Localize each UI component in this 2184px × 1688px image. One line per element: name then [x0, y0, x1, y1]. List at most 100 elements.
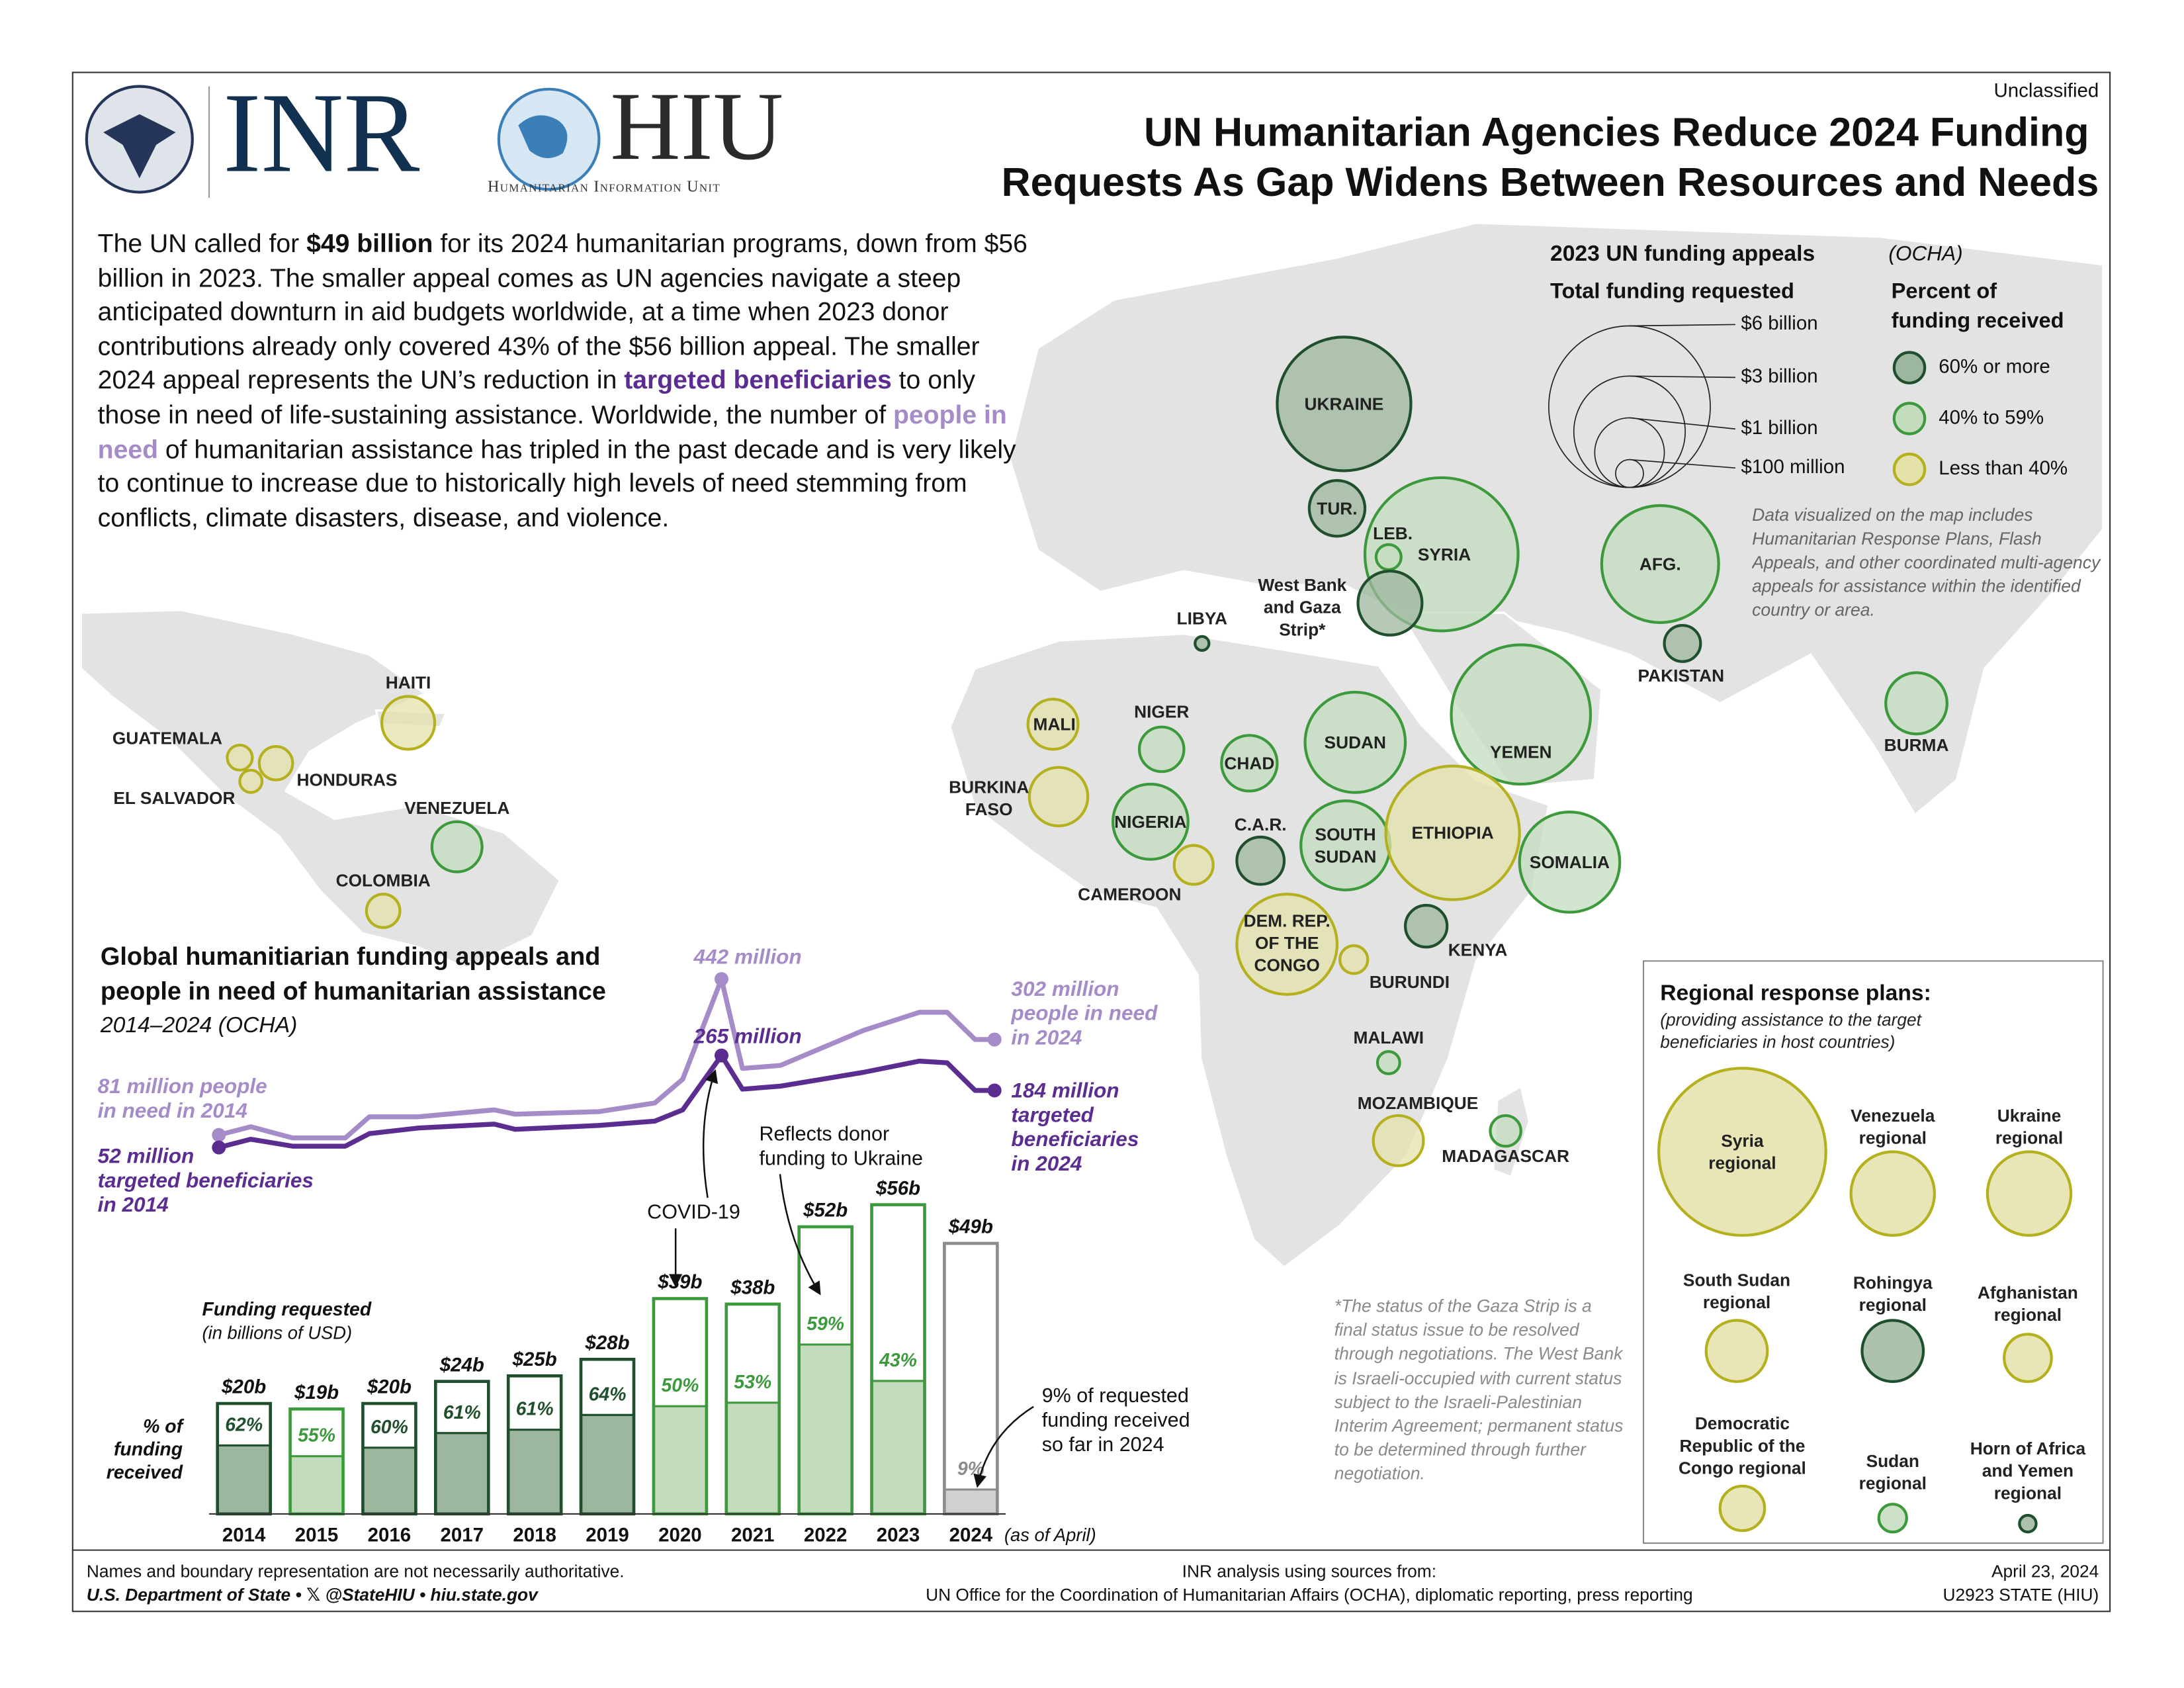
label: BURUNDI	[1370, 972, 1450, 992]
country-bubble	[430, 820, 484, 873]
globe	[497, 87, 601, 191]
bar-percent-label: 62%	[225, 1414, 263, 1435]
country-bubble	[1518, 810, 1622, 914]
label: Reflects donor	[759, 1122, 889, 1145]
bar-value-label: $56b	[875, 1177, 920, 1199]
footer-center: INR analysis using sources from:	[1182, 1561, 1436, 1581]
label: SOMALIA	[1530, 852, 1610, 872]
label: C.A.R.	[1235, 815, 1287, 834]
footer-left: Names and boundary representation are no…	[87, 1561, 625, 1581]
regional-bubble	[1849, 1150, 1936, 1237]
country-bubble	[1384, 764, 1521, 901]
label: AFG.	[1639, 554, 1681, 574]
label: Sudan	[1866, 1451, 1919, 1471]
label: 302 million	[1011, 977, 1119, 1000]
label: 52 million	[98, 1143, 195, 1167]
label: Global humanitiarian funding appeals and	[101, 943, 600, 971]
intro-segment: of humanitarian assistance has tripled i…	[97, 433, 1016, 532]
bar-received	[290, 1456, 343, 1514]
label: LEB.	[1373, 523, 1413, 543]
bar-received	[726, 1402, 779, 1514]
globe-land	[518, 115, 568, 159]
label: MADAGASCAR	[1442, 1146, 1569, 1166]
series-point	[987, 1032, 1002, 1047]
country-bubble	[1489, 1114, 1522, 1148]
label: Venezuela	[1851, 1106, 1935, 1126]
frame	[71, 71, 2111, 1613]
intro-segment: people in need	[97, 400, 1007, 463]
label: regional	[1708, 1153, 1776, 1173]
label: BURMA	[1884, 735, 1949, 755]
label: regional	[1859, 1295, 1927, 1315]
x-tick-label: 2014	[222, 1524, 266, 1546]
label: beneficiaries in host countries)	[1660, 1032, 1895, 1051]
footer-right: April 23, 2024	[1991, 1561, 2099, 1581]
org2-subtitle: Humanitarian Information Unit	[488, 178, 721, 196]
label: BURKINA	[949, 777, 1029, 797]
label: CONGO	[1254, 955, 1319, 975]
country-bubble	[380, 695, 437, 751]
label: in 2024	[1011, 1026, 1082, 1049]
series-point	[212, 1128, 226, 1142]
label: ETHIOPIA	[1412, 823, 1494, 843]
country-bubble	[1276, 335, 1413, 472]
x-tick-label: 2020	[658, 1524, 702, 1546]
bar-received	[363, 1447, 416, 1514]
label: regional	[1994, 1483, 2062, 1503]
label: 442 million	[693, 944, 802, 968]
country-bubble	[1376, 1050, 1401, 1075]
label: and Gaza	[1264, 598, 1341, 617]
country-bubbles	[226, 335, 1948, 1167]
size-legend-leader	[1629, 459, 1735, 469]
regional-title: Regional response plans:	[1660, 981, 1931, 1006]
label: KENYA	[1448, 940, 1508, 960]
size-legend-leader	[1629, 375, 1735, 378]
annotation-arrow	[702, 1069, 719, 1198]
map-legend-title: 2023 UN funding appeals	[1550, 242, 1815, 266]
intro-segment: The UN called for	[97, 228, 307, 258]
label: targeted	[1011, 1102, 1094, 1126]
label: COVID-19	[647, 1200, 740, 1223]
label: NIGERIA	[1114, 812, 1187, 832]
label: funding to Ukraine	[759, 1147, 923, 1169]
country-bubble	[1663, 623, 1702, 663]
intro-segment: $49 billion	[306, 228, 433, 258]
line-subtitle: 2014–2024 (OCHA)	[100, 1013, 297, 1038]
bar-percent-label: 53%	[734, 1372, 771, 1393]
label: MALAWI	[1353, 1028, 1424, 1047]
classification: Unclassified	[1993, 80, 2099, 102]
regional-bubble	[1986, 1150, 2073, 1237]
country-bubble	[1338, 944, 1370, 975]
bar-value-label: $24b	[439, 1354, 484, 1376]
gaza-note-box: *The status of the Gaza Strip is a final…	[1334, 1297, 1624, 1484]
regional-bubble	[1860, 1319, 1925, 1384]
annotation-arrow	[779, 1174, 821, 1296]
label: so far in 2024	[1042, 1433, 1164, 1456]
label: SUDAN	[1325, 733, 1387, 752]
x-tick-label: 2019	[586, 1524, 629, 1546]
label: DEM. REP.	[1244, 911, 1331, 930]
x-tick-label: 2024	[949, 1524, 993, 1546]
country-bubble	[1303, 690, 1407, 794]
bar-value-label: $20b	[221, 1376, 266, 1398]
label: in need in 2014	[98, 1098, 248, 1122]
regional-bubble	[1877, 1503, 1908, 1534]
label: funding received	[1042, 1409, 1190, 1431]
label: EL SALVADOR	[113, 788, 235, 808]
label: Congo regional	[1679, 1458, 1806, 1478]
label: Republic of the	[1679, 1436, 1805, 1456]
label: beneficiaries	[1011, 1127, 1139, 1151]
label: people in need	[1010, 1001, 1158, 1025]
label: 9% of requested	[1042, 1384, 1189, 1407]
bar-percent-label: 59%	[807, 1313, 844, 1335]
bar-received	[435, 1433, 489, 1514]
bar-value-label: $52b	[803, 1200, 848, 1222]
series-point	[987, 1083, 1002, 1098]
bar-value-label: $25b	[512, 1349, 557, 1370]
y-label: Funding requested	[202, 1299, 372, 1320]
org2: HIU	[610, 72, 783, 180]
footer-center: UN Office for the Coordination of Humani…	[926, 1585, 1693, 1605]
seal-eagle	[103, 114, 176, 179]
size-legend-label: $100 million	[1741, 456, 1845, 478]
